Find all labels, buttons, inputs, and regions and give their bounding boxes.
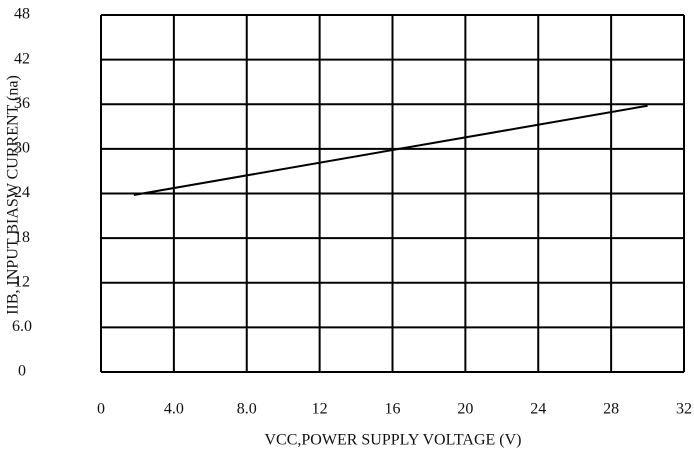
y-tick-label: 48 (14, 6, 30, 23)
data-line (133, 104, 648, 196)
x-tick-label: 32 (676, 401, 692, 418)
y-tick-label: 6.0 (12, 318, 32, 335)
x-axis-label: VCC,POWER SUPPLY VOLTAGE (V) (265, 432, 522, 449)
y-tick-label: 42 (14, 50, 30, 67)
y-axis-label: IIB, INPUT BIASW CURRENT (na) (5, 75, 22, 315)
x-tick-label: 12 (312, 401, 328, 418)
x-tick-label: 28 (603, 401, 619, 418)
y-tick-label: 24 (14, 184, 30, 201)
x-tick-label: 16 (385, 401, 401, 418)
y-tick-label: 12 (14, 273, 30, 290)
y-tick-label: 18 (14, 229, 30, 246)
y-tick-label: 30 (14, 140, 30, 157)
y-tick-label: 36 (14, 95, 30, 112)
x-tick-label: 8.0 (237, 401, 257, 418)
x-tick-label: 0 (97, 401, 105, 418)
x-tick-label: 20 (457, 401, 473, 418)
y-tick-label: 0 (18, 363, 26, 380)
x-tick-label: 24 (530, 401, 546, 418)
x-tick-label: 4.0 (164, 401, 184, 418)
